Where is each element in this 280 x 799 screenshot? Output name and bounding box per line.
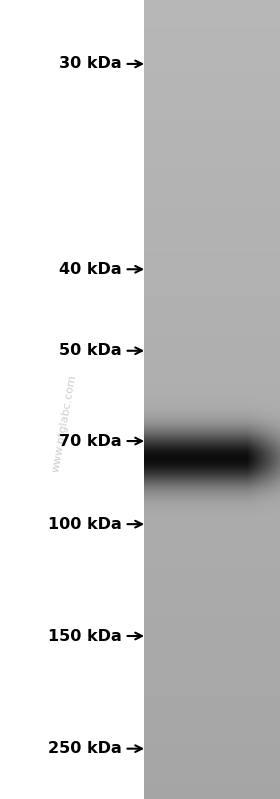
Text: 100 kDa: 100 kDa bbox=[48, 517, 122, 531]
Text: www.ptglabc.com: www.ptglabc.com bbox=[51, 374, 78, 473]
Text: 250 kDa: 250 kDa bbox=[48, 741, 122, 756]
Text: 40 kDa: 40 kDa bbox=[59, 262, 122, 276]
Text: 150 kDa: 150 kDa bbox=[48, 629, 122, 643]
Text: 70 kDa: 70 kDa bbox=[59, 434, 122, 448]
Text: 30 kDa: 30 kDa bbox=[59, 57, 122, 71]
Text: 50 kDa: 50 kDa bbox=[59, 344, 122, 358]
Bar bbox=[0, 0, 144, 799]
